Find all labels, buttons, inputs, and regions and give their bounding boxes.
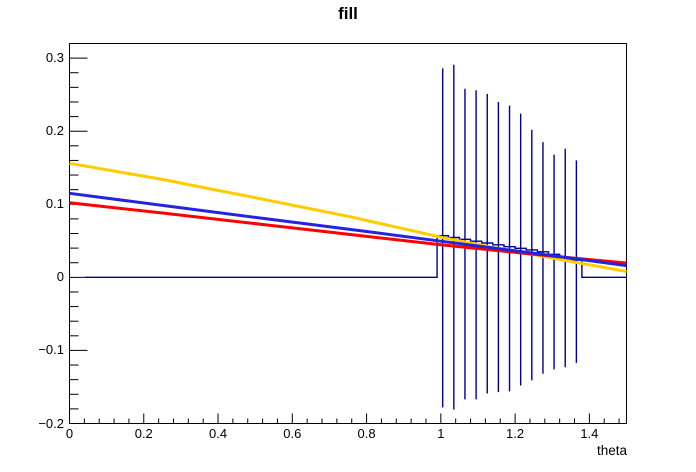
y-tick-label: 0 xyxy=(56,269,64,285)
x-tick-label: 1 xyxy=(437,426,445,441)
y-tick-label: −0.2 xyxy=(38,415,64,431)
y-tick-label: −0.1 xyxy=(38,342,64,358)
y-tick-label: 0.1 xyxy=(45,196,64,212)
x-tick-label: 0.2 xyxy=(134,426,153,441)
plot-title: fill xyxy=(338,4,358,23)
y-tick-label: 0.3 xyxy=(45,50,64,66)
x-tick-label: 0.6 xyxy=(283,426,302,441)
y-tick-label: 0.2 xyxy=(45,123,64,139)
x-tick-label: 1.4 xyxy=(580,426,599,441)
blue-curve xyxy=(69,191,627,268)
x-axis-label: theta xyxy=(596,443,627,458)
x-tick-label: 0.4 xyxy=(208,426,228,441)
x-tick-label: 1.2 xyxy=(506,426,525,441)
x-tick-label: 0.8 xyxy=(357,426,376,441)
x-tick-label: 0 xyxy=(65,426,74,441)
